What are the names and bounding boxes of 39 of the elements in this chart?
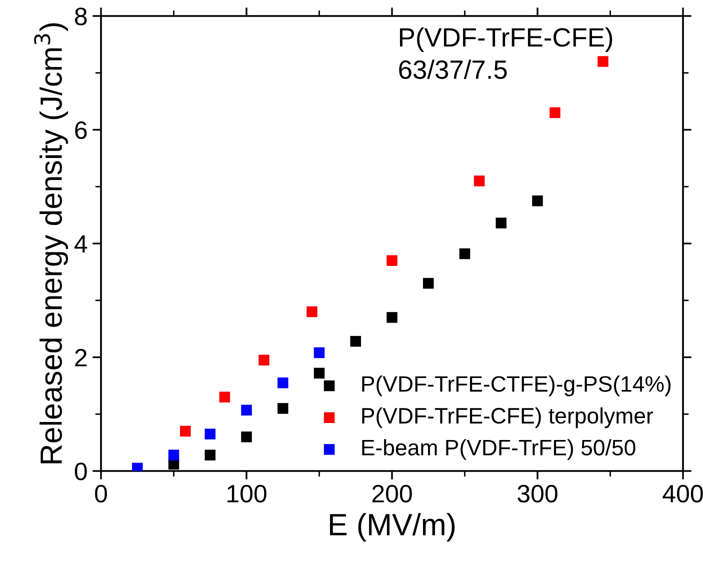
- point: [550, 107, 560, 118]
- point: [180, 426, 191, 437]
- point: [204, 428, 216, 440]
- y-axis-title: Released energy density (J/cm$^{3}$): [34, 23, 68, 464]
- point: [422, 278, 434, 289]
- point: [386, 312, 398, 323]
- point: [386, 255, 398, 266]
- point: [496, 218, 507, 228]
- point: [204, 450, 216, 460]
- point: [241, 404, 252, 416]
- x-tick-label: 100: [228, 484, 266, 503]
- x-tick-label: 400: [662, 484, 703, 503]
- annotation: P(VDF-TrFE-CFE) 63/37/7.5: [399, 27, 612, 80]
- point: [474, 176, 485, 186]
- point: [306, 306, 318, 318]
- x-tick-label: 0: [95, 484, 107, 503]
- x-axis-title: E (MV/m): [330, 513, 455, 542]
- y-tick-label: 0: [74, 462, 87, 480]
- point: [598, 56, 608, 67]
- y-tick-label: 2: [75, 348, 87, 366]
- x-tick-label: 200: [372, 484, 412, 503]
- point: [350, 336, 362, 347]
- point: [258, 354, 270, 366]
- point: [314, 347, 325, 358]
- point: [168, 450, 180, 460]
- point: [277, 403, 288, 414]
- y-tick-label: 4: [74, 235, 88, 253]
- point: [277, 377, 288, 388]
- point: [219, 392, 230, 402]
- legend-label: P(VDF-TrFE-CFE) terpolymer: [362, 407, 654, 428]
- legend-label: E-beam P(VDF-TrFE) 50/50: [362, 439, 636, 460]
- y-tick-label: 6: [75, 121, 87, 140]
- legend-label: P(VDF-TrFE-CTFE)-g-PS(14%): [362, 376, 671, 396]
- x-tick-label: 300: [518, 484, 558, 503]
- point: [532, 195, 543, 206]
- point: [314, 368, 325, 379]
- point: [459, 248, 470, 260]
- y-tick-label: 8: [74, 8, 87, 26]
- point: [241, 431, 252, 442]
